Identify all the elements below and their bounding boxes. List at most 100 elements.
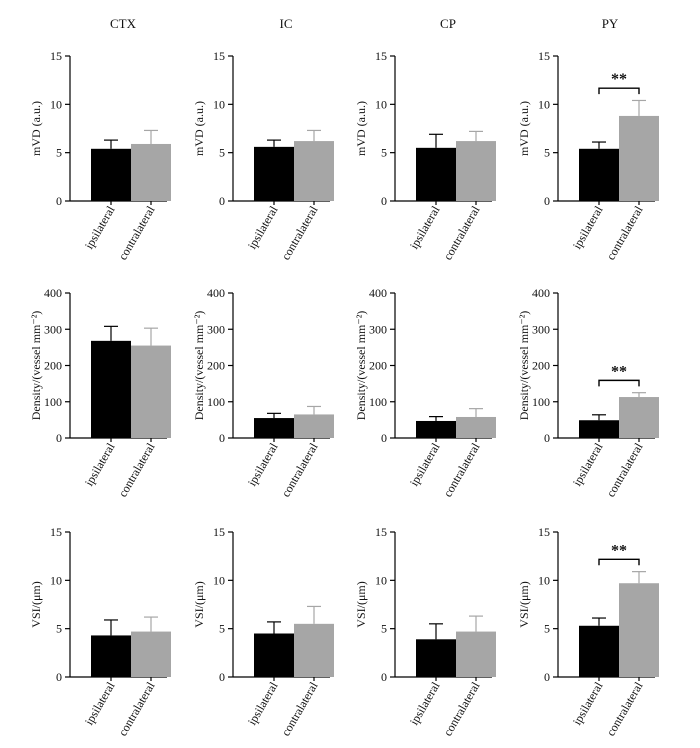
- x-tick-label-contralateral: contralateral: [603, 440, 645, 500]
- y-axis-label: Density/(vessel mm⁻²): [354, 311, 368, 421]
- y-axis-label: Density/(vessel mm⁻²): [29, 311, 43, 421]
- y-tick-label: 100: [44, 395, 62, 409]
- x-tick-label-contralateral: contralateral: [603, 203, 645, 263]
- bar-ipsilateral: [254, 146, 294, 201]
- y-tick-label: 10: [375, 573, 387, 587]
- column-title-py: PY: [601, 16, 619, 31]
- y-tick-label: 100: [369, 395, 387, 409]
- significance-label: **: [611, 363, 627, 380]
- bar-contralateral: [619, 115, 659, 201]
- y-tick-label: 10: [538, 97, 550, 111]
- y-axis-label: mVD (a.u.): [192, 101, 206, 156]
- bar-contralateral: [456, 416, 496, 438]
- y-tick-label: 15: [538, 525, 550, 539]
- bar-contralateral: [131, 631, 171, 677]
- bar-ipsilateral: [416, 147, 456, 201]
- x-tick-label-ipsilateral: ipsilateral: [245, 440, 281, 489]
- y-axis-label: mVD (a.u.): [354, 101, 368, 156]
- y-tick-label: 15: [213, 49, 225, 63]
- y-tick-label: 15: [50, 525, 62, 539]
- y-tick-label: 15: [375, 49, 387, 63]
- y-axis-label: mVD (a.u.): [517, 101, 531, 156]
- y-tick-label: 15: [50, 49, 62, 63]
- bar-ipsilateral: [579, 148, 619, 201]
- y-tick-label: 200: [369, 359, 387, 373]
- bar-contralateral: [456, 141, 496, 201]
- bar-contralateral: [131, 345, 171, 438]
- bar-ipsilateral: [416, 639, 456, 677]
- y-tick-label: 300: [532, 322, 550, 336]
- y-tick-label: 15: [538, 49, 550, 63]
- x-tick-label-ipsilateral: ipsilateral: [82, 440, 118, 489]
- y-tick-label: 400: [207, 286, 225, 300]
- y-tick-label: 400: [532, 286, 550, 300]
- y-tick-label: 10: [50, 573, 62, 587]
- y-tick-label: 0: [381, 431, 387, 445]
- bar-ipsilateral: [254, 418, 294, 438]
- x-tick-label-contralateral: contralateral: [278, 203, 320, 263]
- bar-contralateral: [294, 414, 334, 438]
- x-tick-label-ipsilateral: ipsilateral: [570, 679, 606, 728]
- column-title-ic: IC: [279, 16, 293, 31]
- y-tick-label: 0: [56, 194, 62, 208]
- x-tick-label-ipsilateral: ipsilateral: [407, 203, 443, 252]
- y-tick-label: 0: [56, 431, 62, 445]
- y-tick-label: 5: [219, 622, 225, 636]
- bar-contralateral: [619, 397, 659, 438]
- y-axis-label: Density/(vessel mm⁻²): [517, 311, 531, 421]
- bar-ipsilateral: [91, 635, 131, 677]
- y-tick-label: 10: [50, 97, 62, 111]
- bar-contralateral: [294, 623, 334, 677]
- x-tick-label-ipsilateral: ipsilateral: [245, 203, 281, 252]
- x-tick-label-ipsilateral: ipsilateral: [407, 679, 443, 728]
- y-axis-label: Density/(vessel mm⁻²): [192, 311, 206, 421]
- x-tick-label-ipsilateral: ipsilateral: [570, 440, 606, 489]
- y-axis-label: VSI/(μm): [517, 581, 531, 627]
- y-tick-label: 0: [544, 194, 550, 208]
- y-tick-label: 0: [219, 431, 225, 445]
- y-tick-label: 5: [544, 146, 550, 160]
- y-tick-label: 400: [369, 286, 387, 300]
- y-tick-label: 10: [213, 573, 225, 587]
- bar-contralateral: [619, 583, 659, 677]
- y-tick-label: 5: [381, 622, 387, 636]
- y-tick-label: 200: [207, 359, 225, 373]
- y-axis-label: VSI/(μm): [354, 581, 368, 627]
- significance-bracket: [598, 87, 640, 95]
- y-tick-label: 10: [213, 97, 225, 111]
- bar-contralateral: [456, 631, 496, 677]
- x-tick-label-ipsilateral: ipsilateral: [407, 440, 443, 489]
- column-title-cp: CP: [440, 16, 456, 31]
- bar-contralateral: [294, 141, 334, 201]
- bar-ipsilateral: [579, 420, 619, 438]
- bar-ipsilateral: [254, 633, 294, 677]
- y-tick-label: 200: [532, 359, 550, 373]
- x-tick-label-contralateral: contralateral: [440, 440, 482, 500]
- x-tick-label-contralateral: contralateral: [440, 203, 482, 263]
- y-axis-label: VSI/(μm): [29, 581, 43, 627]
- significance-bracket: [598, 379, 640, 387]
- y-tick-label: 5: [219, 146, 225, 160]
- y-tick-label: 15: [213, 525, 225, 539]
- y-tick-label: 0: [56, 670, 62, 684]
- chart-py-1: 0 5 10 15 mVD (a.u.) ipsilateralcontralateral…: [517, 49, 659, 262]
- y-tick-label: 0: [219, 670, 225, 684]
- bar-contralateral: [131, 143, 171, 201]
- significance-bracket: [598, 558, 640, 566]
- y-tick-label: 10: [538, 573, 550, 587]
- y-tick-label: 300: [44, 322, 62, 336]
- significance-label: **: [611, 71, 627, 88]
- y-tick-label: 0: [544, 670, 550, 684]
- y-tick-label: 300: [207, 322, 225, 336]
- y-tick-label: 10: [375, 97, 387, 111]
- y-tick-label: 15: [375, 525, 387, 539]
- bar-ipsilateral: [91, 340, 131, 438]
